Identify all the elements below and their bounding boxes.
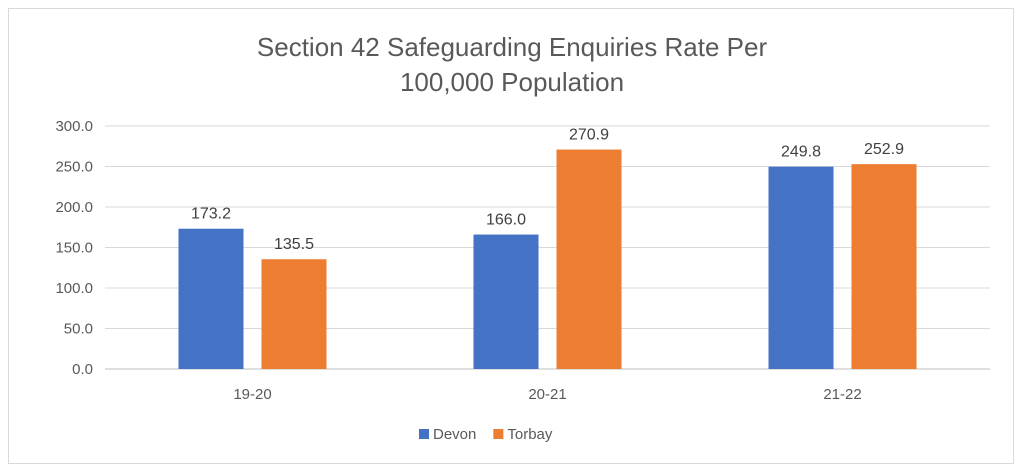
chart-title-line-1: Section 42 Safeguarding Enquiries Rate P…	[257, 32, 768, 62]
x-tick-label: 20-21	[528, 386, 566, 403]
y-tick-label: 50.0	[64, 321, 93, 338]
y-tick-label: 100.0	[55, 280, 93, 297]
y-tick-label: 0.0	[72, 361, 93, 378]
legend-swatch-devon	[419, 429, 429, 439]
data-label: 173.2	[191, 206, 231, 223]
x-tick-label: 21-22	[823, 386, 861, 403]
bar-torbay	[851, 164, 917, 369]
bar-torbay	[556, 149, 622, 369]
y-tick-label: 150.0	[55, 240, 93, 257]
legend-label-devon: Devon	[433, 426, 476, 443]
data-label: 135.5	[274, 236, 314, 253]
legend-label-torbay: Torbay	[507, 426, 553, 443]
bar-devon	[178, 228, 244, 369]
data-label: 270.9	[569, 127, 609, 144]
chart-title-line-2: 100,000 Population	[400, 67, 624, 97]
y-tick-label: 300.0	[55, 118, 93, 135]
y-tick-label: 250.0	[55, 159, 93, 176]
data-label: 166.0	[486, 212, 526, 229]
data-label: 249.8	[781, 144, 821, 161]
data-label: 252.9	[864, 141, 904, 158]
bar-devon	[473, 234, 539, 369]
legend-swatch-torbay	[493, 429, 504, 439]
bar-torbay	[261, 259, 327, 369]
chart-frame	[8, 8, 1014, 464]
y-tick-label: 200.0	[55, 199, 93, 216]
bar-devon	[768, 166, 834, 369]
x-tick-label: 19-20	[233, 386, 271, 403]
